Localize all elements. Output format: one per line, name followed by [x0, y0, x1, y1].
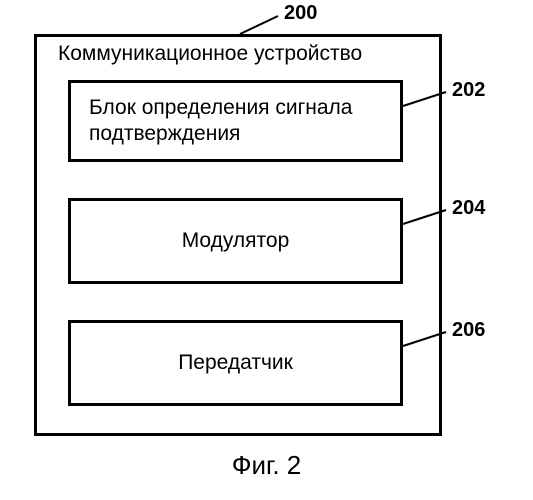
- block-ref-lead-line: [403, 332, 446, 346]
- figure-caption: Фиг. 2: [0, 450, 533, 481]
- outer-device-title: Коммуникационное устройство: [58, 42, 362, 66]
- block-ref-lead-line: [403, 210, 446, 224]
- block-ref-label: 206: [452, 319, 485, 342]
- block-label: Модулятор: [89, 228, 382, 254]
- block-ref-label: 202: [452, 79, 485, 102]
- block-signal-def-unit: Блок определения сигнала подтверждения: [68, 80, 403, 162]
- block-label: Блок определения сигнала подтверждения: [89, 95, 382, 148]
- block-modulator: Модулятор: [68, 198, 403, 284]
- outer-ref-lead-line: [240, 16, 278, 34]
- diagram-root: Коммуникационное устройство 200 Блок опр…: [0, 0, 533, 500]
- outer-ref-label: 200: [284, 2, 317, 25]
- block-ref-lead-line: [403, 92, 446, 106]
- block-transmitter: Передатчик: [68, 320, 403, 406]
- block-label: Передатчик: [89, 350, 382, 376]
- block-ref-label: 204: [452, 197, 485, 220]
